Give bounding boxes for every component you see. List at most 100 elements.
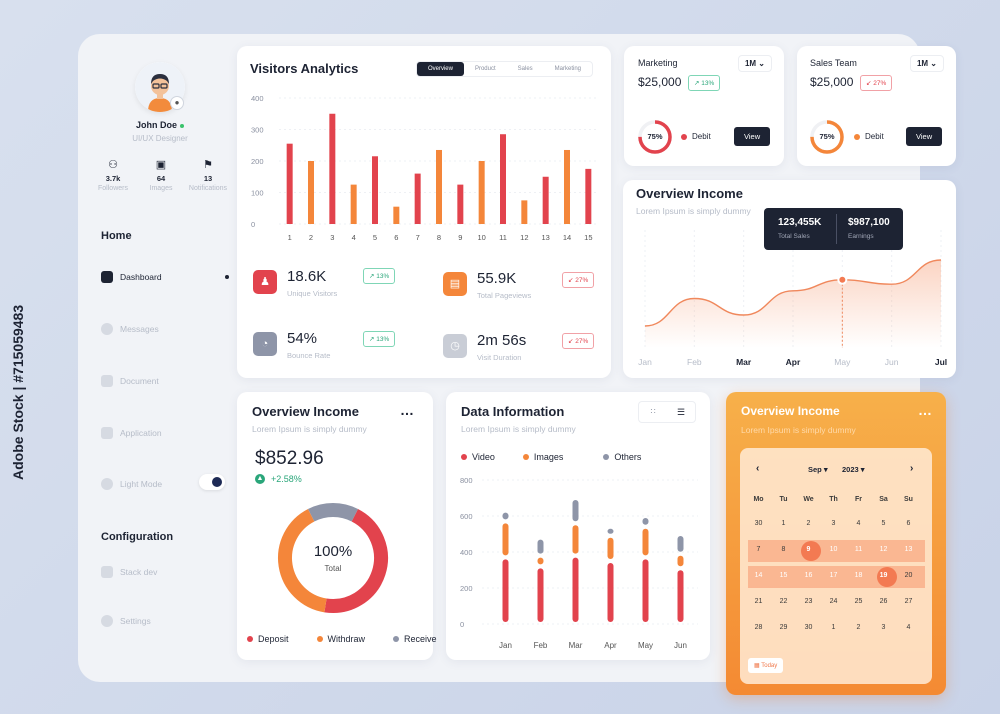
income-tooltip: 123,455K Total Sales $987,100 Earnings bbox=[764, 208, 903, 250]
stacked-bar-images bbox=[607, 537, 614, 559]
calendar-day[interactable]: 18 bbox=[854, 571, 863, 579]
nav-settings[interactable]: Settings bbox=[101, 615, 151, 627]
calendar-day[interactable]: 3 bbox=[881, 623, 886, 631]
user-name: John Doe bbox=[78, 120, 242, 130]
calendar-day[interactable]: 2 bbox=[806, 519, 811, 527]
sales-team-change-badge: ↙ 27% bbox=[860, 75, 893, 91]
calendar-day[interactable]: 2 bbox=[856, 623, 861, 631]
y-tick-label: 400 bbox=[460, 548, 473, 557]
tab-marketing[interactable]: Marketing bbox=[554, 66, 581, 72]
sales-team-ring-value: 75% bbox=[819, 132, 835, 141]
calendar-day[interactable]: 22 bbox=[779, 597, 788, 605]
nav-dashboard[interactable]: Dashboard bbox=[101, 271, 229, 283]
calendar-day[interactable]: 12 bbox=[879, 545, 888, 553]
stacked-bar-images bbox=[642, 528, 649, 556]
donut-center-label: Total bbox=[324, 564, 342, 573]
x-tick-label: 9 bbox=[458, 233, 462, 242]
kpi-change-badge: ↙ 27% bbox=[562, 272, 595, 288]
calendar-day[interactable]: 17 bbox=[829, 571, 838, 579]
calendar-day[interactable]: 25 bbox=[854, 597, 863, 605]
calendar-day[interactable]: 23 bbox=[804, 597, 813, 605]
calendar-day[interactable]: 1 bbox=[781, 519, 786, 527]
light-mode-toggle[interactable] bbox=[199, 474, 225, 490]
stacked-bar-images bbox=[677, 555, 684, 567]
calendar-day[interactable]: 14 bbox=[754, 571, 763, 579]
x-tick-label: 15 bbox=[584, 233, 592, 242]
bar bbox=[414, 173, 421, 224]
calendar-day[interactable]: 11 bbox=[854, 545, 863, 553]
y-tick-label: 300 bbox=[251, 126, 264, 135]
calendar-day[interactable]: 15 bbox=[779, 571, 788, 579]
calendar-day[interactable]: 7 bbox=[756, 545, 761, 553]
stacked-bar-video bbox=[572, 557, 579, 622]
bell-icon: ⚑ bbox=[203, 159, 213, 171]
more-icon[interactable]: … bbox=[400, 402, 415, 418]
grid-view-icon[interactable]: ∷ bbox=[650, 407, 656, 416]
active-dot bbox=[224, 275, 229, 279]
year-select[interactable]: 2023 ▾ bbox=[842, 465, 865, 474]
x-tick-label: Apr bbox=[604, 641, 617, 650]
legend-withdraw: Withdraw bbox=[316, 634, 380, 644]
bar bbox=[393, 206, 400, 224]
calendar-day[interactable]: 8 bbox=[781, 545, 786, 553]
calendar-day[interactable]: 16 bbox=[804, 571, 813, 579]
marketing-period-select[interactable]: 1M ⌄ bbox=[737, 55, 772, 72]
calendar-day[interactable]: 21 bbox=[754, 597, 763, 605]
calendar-day[interactable]: 28 bbox=[754, 623, 763, 631]
visitors-analytics-card: Visitors Analytics Overview Product Sale… bbox=[237, 46, 611, 378]
calendar-day[interactable]: 5 bbox=[881, 519, 886, 527]
view-toggle: ∷ ☰ bbox=[638, 401, 696, 423]
calendar-day[interactable]: 20 bbox=[904, 571, 913, 579]
sales-team-period-select[interactable]: 1M ⌄ bbox=[909, 55, 944, 72]
calendar-day[interactable]: 24 bbox=[829, 597, 838, 605]
calendar-day[interactable]: 30 bbox=[804, 623, 813, 631]
calendar-day[interactable]: 1 bbox=[831, 623, 836, 631]
stacked-bar-others bbox=[502, 512, 509, 520]
calendar-day[interactable]: 6 bbox=[906, 519, 911, 527]
bar bbox=[350, 184, 357, 224]
nav-document[interactable]: Document bbox=[101, 375, 159, 387]
marketing-view-button[interactable]: View bbox=[734, 127, 771, 146]
calendar-day[interactable]: 30 bbox=[754, 519, 763, 527]
tab-product[interactable]: Product bbox=[474, 66, 496, 72]
nav-stack-dev[interactable]: Stack dev bbox=[101, 566, 157, 578]
calendar-day[interactable]: 4 bbox=[856, 519, 861, 527]
calendar-day[interactable]: 10 bbox=[829, 545, 838, 553]
calendar-day[interactable]: 26 bbox=[879, 597, 888, 605]
stacked-bar-images bbox=[572, 525, 579, 554]
nav-application[interactable]: Application bbox=[101, 427, 162, 439]
tab-sales[interactable]: Sales bbox=[517, 66, 533, 72]
calendar-day[interactable]: 27 bbox=[904, 597, 913, 605]
calendar-day[interactable]: 19 bbox=[879, 571, 888, 579]
pie-icon: ◔ bbox=[253, 332, 277, 356]
more-icon[interactable]: … bbox=[918, 402, 932, 418]
calendar-icon: ▦ bbox=[754, 663, 760, 669]
bar bbox=[372, 156, 378, 224]
marketing-change-badge: ↗ 13% bbox=[688, 75, 721, 91]
calendar-day[interactable]: 3 bbox=[831, 519, 836, 527]
avatar[interactable] bbox=[135, 62, 185, 112]
month-select[interactable]: Sep ▾ bbox=[808, 465, 828, 474]
bar bbox=[329, 113, 336, 224]
calendar-day[interactable]: 13 bbox=[904, 545, 913, 553]
tab-overview[interactable]: Overview bbox=[416, 62, 464, 76]
data-information-card: Data Information Lorem Ipsum is simply d… bbox=[446, 392, 710, 660]
calendar-day[interactable]: 9 bbox=[806, 545, 811, 553]
sales-team-view-button[interactable]: View bbox=[906, 127, 943, 146]
calendar-day[interactable]: 29 bbox=[779, 623, 788, 631]
next-month-icon[interactable]: › bbox=[910, 463, 914, 474]
today-button[interactable]: ▦ Today bbox=[748, 658, 784, 673]
nav-light-mode[interactable]: Light Mode bbox=[101, 478, 162, 490]
income-line-title: Overview Income bbox=[636, 186, 743, 201]
bar bbox=[457, 184, 464, 224]
section-home: Home bbox=[101, 230, 132, 242]
prev-month-icon[interactable]: ‹ bbox=[756, 463, 760, 474]
calendar-day[interactable]: 4 bbox=[906, 623, 911, 631]
sales-team-amount: $25,000 bbox=[810, 75, 854, 89]
nav-messages[interactable]: Messages bbox=[101, 323, 159, 335]
x-tick-label: Jan bbox=[499, 641, 512, 650]
list-view-icon[interactable]: ☰ bbox=[676, 407, 686, 417]
donut-legend: Deposit Withdraw Receive bbox=[247, 634, 465, 644]
data-info-bar-chart: 0 200 400 600 800 Jan Feb Mar Apr May Jun bbox=[460, 476, 698, 650]
watermark-text: Adobe Stock | #715059483 bbox=[10, 304, 26, 480]
